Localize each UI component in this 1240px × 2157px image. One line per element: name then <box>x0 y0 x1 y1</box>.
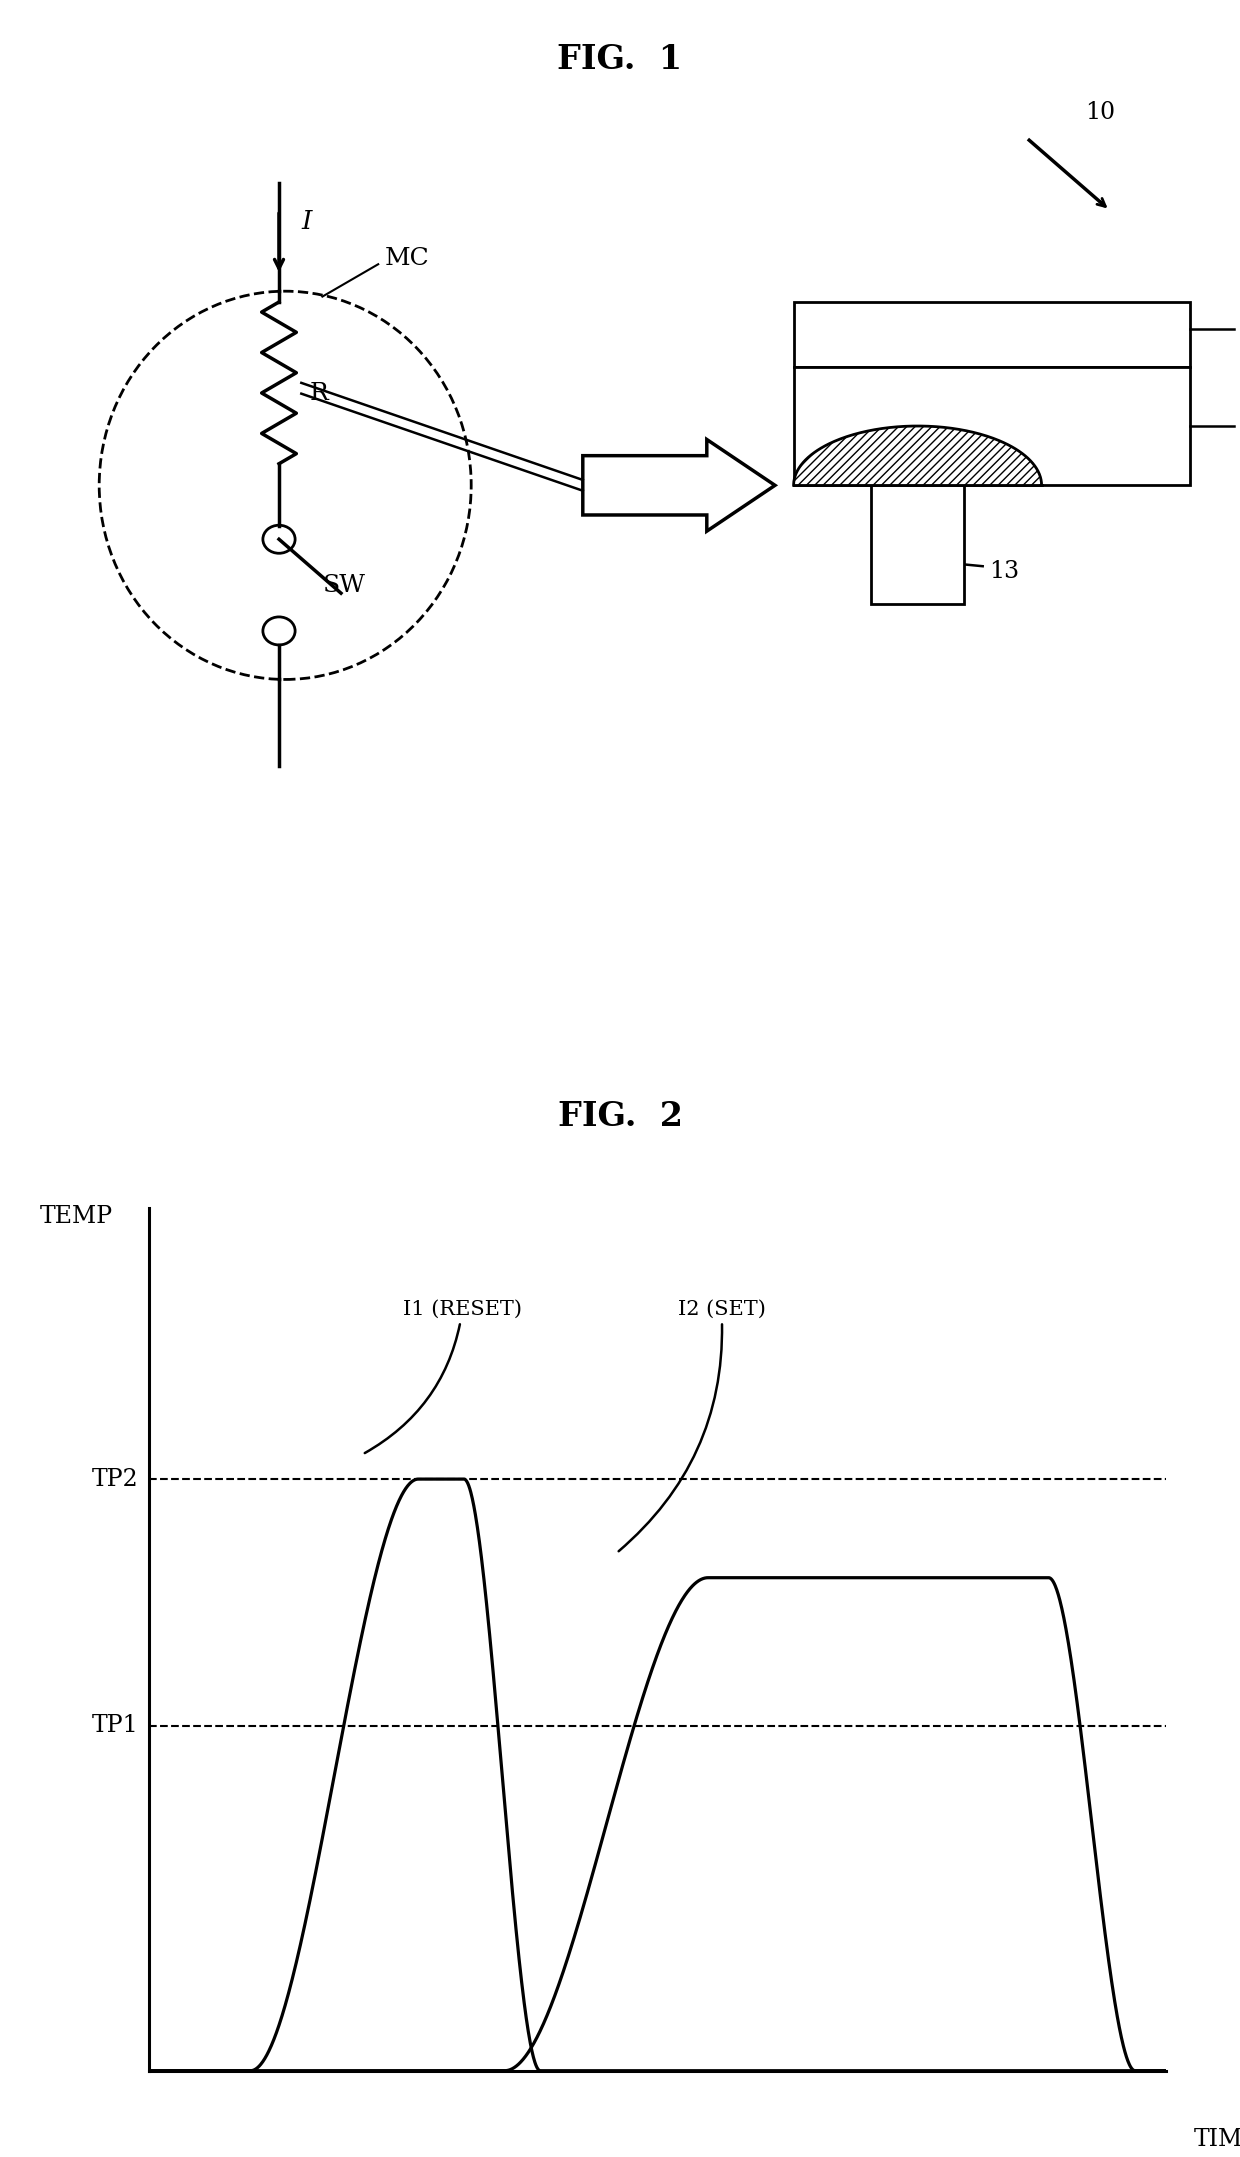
Text: TP1: TP1 <box>92 1715 139 1736</box>
FancyArrow shape <box>583 440 775 531</box>
Bar <box>870 485 965 604</box>
Text: I: I <box>301 209 311 233</box>
Text: SW: SW <box>322 574 366 597</box>
Text: I1 (RESET): I1 (RESET) <box>365 1301 522 1454</box>
Text: R: R <box>310 382 329 406</box>
Text: I2 (SET): I2 (SET) <box>619 1301 765 1551</box>
Text: 13: 13 <box>990 561 1019 582</box>
Text: TEMP: TEMP <box>40 1204 113 1227</box>
Text: TIME: TIME <box>1193 2129 1240 2151</box>
Text: FIG.  1: FIG. 1 <box>558 43 682 75</box>
Bar <box>794 302 1190 367</box>
Text: 10: 10 <box>1085 101 1115 123</box>
Text: TP2: TP2 <box>92 1467 139 1490</box>
Bar <box>794 367 1190 485</box>
Text: FIG.  2: FIG. 2 <box>558 1100 682 1132</box>
Text: MC: MC <box>384 248 429 270</box>
